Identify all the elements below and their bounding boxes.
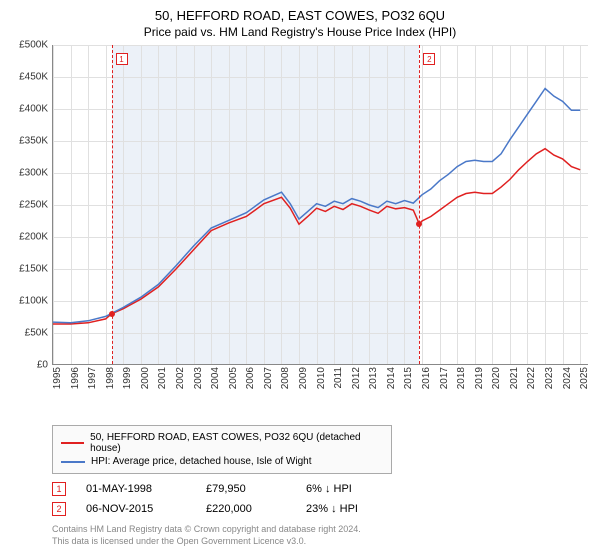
sale-delta: 6% ↓ HPI (306, 483, 396, 495)
x-tick-label: 2001 (157, 367, 168, 389)
series-hpi (53, 89, 580, 323)
sale-marker: 1 (52, 482, 66, 496)
x-tick-label: 2023 (544, 367, 555, 389)
x-tick-label: 2010 (316, 367, 327, 389)
x-tick-label: 2025 (579, 367, 590, 389)
x-tick-label: 2014 (386, 367, 397, 389)
sale-row: 2 06-NOV-2015 £220,000 23% ↓ HPI (52, 502, 588, 516)
y-tick-label: £350K (19, 136, 48, 147)
x-tick-label: 2018 (456, 367, 467, 389)
y-tick-label: £250K (19, 200, 48, 211)
marker-dot (109, 311, 115, 317)
y-tick-label: £400K (19, 104, 48, 115)
y-tick-label: £0 (37, 360, 48, 371)
y-tick-label: £500K (19, 40, 48, 51)
x-tick-label: 2017 (439, 367, 450, 389)
x-tick-label: 2021 (509, 367, 520, 389)
x-tick-label: 2000 (140, 367, 151, 389)
x-tick-label: 1998 (105, 367, 116, 389)
legend-label: HPI: Average price, detached house, Isle… (91, 456, 312, 467)
legend-swatch (61, 442, 84, 444)
x-tick-label: 1996 (70, 367, 81, 389)
x-tick-label: 2012 (351, 367, 362, 389)
x-tick-label: 1995 (52, 367, 63, 389)
page-title: 50, HEFFORD ROAD, EAST COWES, PO32 6QU (12, 8, 588, 23)
y-tick-label: £50K (25, 328, 48, 339)
y-tick-label: £200K (19, 232, 48, 243)
marker-vline (419, 45, 420, 364)
x-tick-label: 2008 (280, 367, 291, 389)
x-axis: 1995199619971998199920002001200220032004… (52, 365, 588, 385)
x-tick-label: 2013 (368, 367, 379, 389)
page-subtitle: Price paid vs. HM Land Registry's House … (12, 25, 588, 39)
marker-label: 2 (423, 53, 435, 65)
legend: 50, HEFFORD ROAD, EAST COWES, PO32 6QU (… (52, 425, 392, 474)
sale-date: 06-NOV-2015 (86, 503, 186, 515)
legend-item: 50, HEFFORD ROAD, EAST COWES, PO32 6QU (… (61, 432, 383, 454)
chart: £0 £50K £100K £150K £200K £250K £300K £350K £400… (12, 45, 588, 385)
x-tick-label: 2005 (228, 367, 239, 389)
attribution: Contains HM Land Registry data © Crown c… (52, 524, 588, 547)
marker-label: 1 (116, 53, 128, 65)
line-plot (53, 45, 589, 365)
x-tick-label: 1999 (122, 367, 133, 389)
series-property (53, 149, 580, 324)
sale-row: 1 01-MAY-1998 £79,950 6% ↓ HPI (52, 482, 588, 496)
sales-table: 1 01-MAY-1998 £79,950 6% ↓ HPI 2 06-NOV-2015 £… (52, 482, 588, 516)
sale-delta: 23% ↓ HPI (306, 503, 396, 515)
y-tick-label: £300K (19, 168, 48, 179)
attribution-line: This data is licensed under the Open Gov… (52, 536, 588, 548)
y-tick-label: £100K (19, 296, 48, 307)
x-tick-label: 2003 (193, 367, 204, 389)
x-tick-label: 2009 (298, 367, 309, 389)
y-tick-label: £450K (19, 72, 48, 83)
x-tick-label: 2011 (333, 367, 344, 389)
x-tick-label: 2024 (562, 367, 573, 389)
x-tick-label: 2004 (210, 367, 221, 389)
y-axis: £0£50K£100K£150K£200K£250K£300K£350K£400… (12, 45, 52, 365)
x-tick-label: 2015 (403, 367, 414, 389)
x-tick-label: 2016 (421, 367, 432, 389)
x-tick-label: 2020 (491, 367, 502, 389)
x-tick-label: 2007 (263, 367, 274, 389)
y-tick-label: £150K (19, 264, 48, 275)
legend-item: HPI: Average price, detached house, Isle… (61, 456, 383, 467)
x-tick-label: 2006 (245, 367, 256, 389)
legend-swatch (61, 461, 85, 463)
sale-price: £79,950 (206, 483, 286, 495)
sale-marker: 2 (52, 502, 66, 516)
sale-date: 01-MAY-1998 (86, 483, 186, 495)
marker-dot (416, 221, 422, 227)
legend-label: 50, HEFFORD ROAD, EAST COWES, PO32 6QU (… (90, 432, 383, 454)
sale-price: £220,000 (206, 503, 286, 515)
plot-area: 12 (52, 45, 588, 365)
x-tick-label: 2022 (526, 367, 537, 389)
x-tick-label: 2002 (175, 367, 186, 389)
x-tick-label: 2019 (474, 367, 485, 389)
x-tick-label: 1997 (87, 367, 98, 389)
attribution-line: Contains HM Land Registry data © Crown c… (52, 524, 588, 536)
